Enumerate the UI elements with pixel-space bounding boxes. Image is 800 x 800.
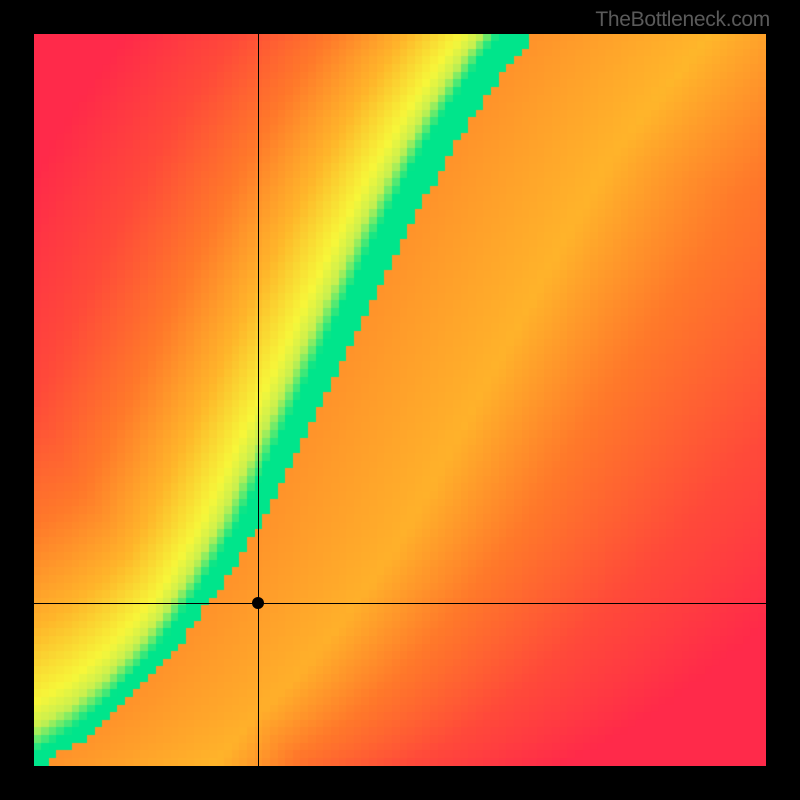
crosshair-horizontal bbox=[34, 603, 766, 604]
heatmap-plot bbox=[34, 34, 766, 766]
crosshair-point bbox=[252, 597, 264, 609]
crosshair-vertical bbox=[258, 34, 259, 766]
watermark-text: TheBottleneck.com bbox=[595, 8, 770, 32]
heatmap-canvas bbox=[34, 34, 766, 766]
